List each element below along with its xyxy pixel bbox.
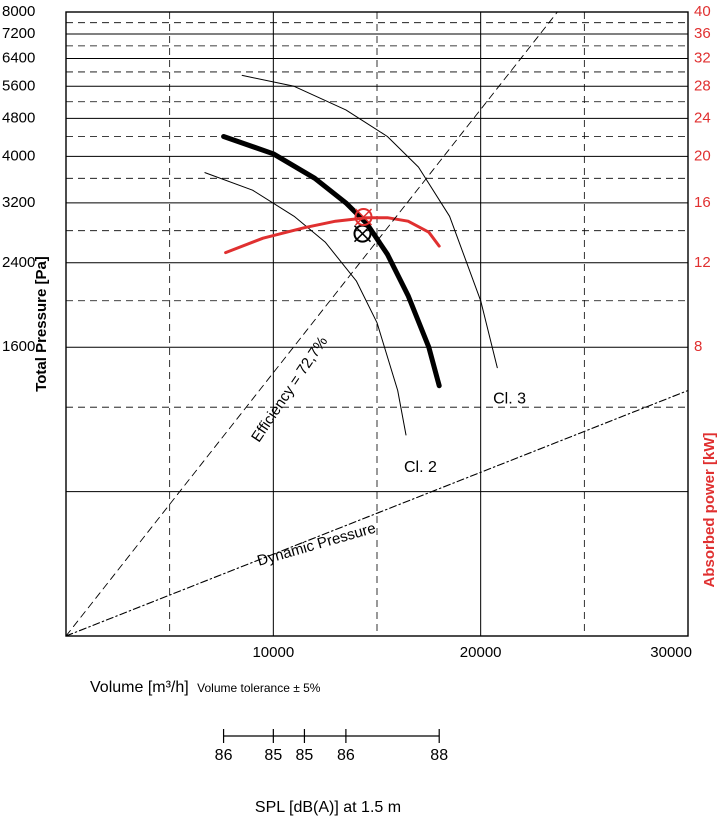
spl-label: SPL [dB(A)] at 1.5 m <box>255 799 401 816</box>
class-3-label: Cl. 3 <box>493 391 526 408</box>
y-tick-label: 4800 <box>2 109 35 126</box>
spl-value: 86 <box>215 747 233 764</box>
y2-tick-label: 28 <box>694 77 711 94</box>
y-tick-label: 6400 <box>2 49 35 66</box>
x-axis-label: Volume [m³/h] Volume tolerance ± 5% <box>90 679 321 696</box>
y-tick-label: 1600 <box>2 338 35 355</box>
y-tick-label: 2400 <box>2 254 35 271</box>
plot-frame <box>65 11 689 637</box>
y2-tick-label: 32 <box>694 49 711 66</box>
absorbed-power-curve <box>224 216 441 255</box>
y2-tick-label: 36 <box>694 25 711 42</box>
spl-value: 85 <box>296 747 314 764</box>
dynamic-pressure-line <box>66 389 688 636</box>
spl-value: 85 <box>264 747 282 764</box>
spl-value: 86 <box>337 747 355 764</box>
x-tick-label: 10000 <box>252 644 294 661</box>
y-tick-label: 5600 <box>2 77 35 94</box>
y-tick-label: 7200 <box>2 25 35 42</box>
x-tick-label: 20000 <box>460 644 502 661</box>
operating-point-cross <box>353 225 372 243</box>
class-2-label: Cl. 2 <box>404 459 437 476</box>
y2-tick-label: 16 <box>694 194 711 211</box>
efficiency-line <box>66 12 558 636</box>
operating-point-cross <box>354 208 373 226</box>
y2-tick-label: 12 <box>694 254 711 271</box>
operating-point-circle <box>354 207 373 226</box>
y2-tick-label: 24 <box>694 109 711 126</box>
grid <box>66 12 688 636</box>
spl-scale: 86 85 85 86 88 <box>215 729 448 764</box>
class-3-curve <box>241 74 498 369</box>
operating-point-power <box>354 207 373 226</box>
x-tick-label: 30000 <box>650 644 692 661</box>
x-axis-label-main: Volume [m³/h] <box>90 679 189 696</box>
y2-tick-label: 8 <box>694 338 702 355</box>
y-tick-label: 3200 <box>2 194 35 211</box>
y-tick-label: 4000 <box>2 147 35 164</box>
x-axis-label-note: Volume tolerance ± 5% <box>197 681 321 695</box>
y-axis-label: Total Pressure [Pa] <box>33 256 50 392</box>
fan-curve-line <box>221 134 442 389</box>
class-2-curve <box>204 172 407 436</box>
spl-value: 88 <box>430 747 448 764</box>
y2-axis-label: Absorbed power [kW] <box>701 432 718 587</box>
y2-tick-label: 40 <box>694 3 711 20</box>
operating-point-pressure <box>353 224 372 243</box>
y-tick-label: 8000 <box>2 3 35 20</box>
y2-tick-label: 20 <box>694 147 711 164</box>
